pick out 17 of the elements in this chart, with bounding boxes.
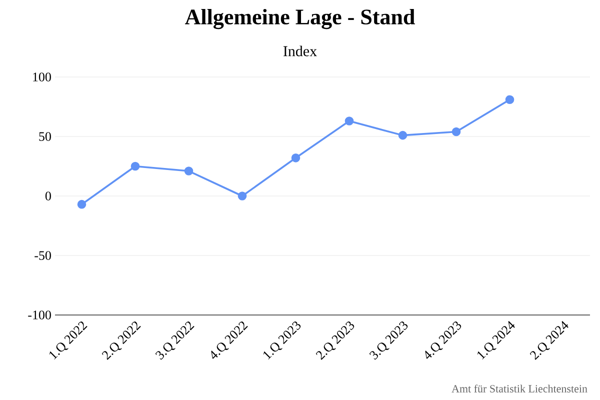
y-tick-label: 0 [45, 192, 51, 200]
y-tick-label: -100 [28, 310, 51, 320]
point [505, 95, 514, 104]
point [398, 130, 408, 140]
chart-title: Allgemeine Lage - Stand [185, 8, 415, 30]
point [452, 127, 461, 136]
y-tick-label: 50 [39, 132, 51, 141]
point [344, 116, 354, 126]
text: Amt für Statistik Liechtenstein [452, 384, 588, 392]
point [291, 154, 300, 162]
point [184, 166, 194, 176]
point [238, 192, 247, 200]
point [130, 162, 140, 171]
chart-subtitle: Index [283, 46, 317, 56]
y-tick-label: 100 [33, 72, 51, 82]
point [77, 200, 86, 209]
y-tick-label: -50 [34, 251, 51, 260]
